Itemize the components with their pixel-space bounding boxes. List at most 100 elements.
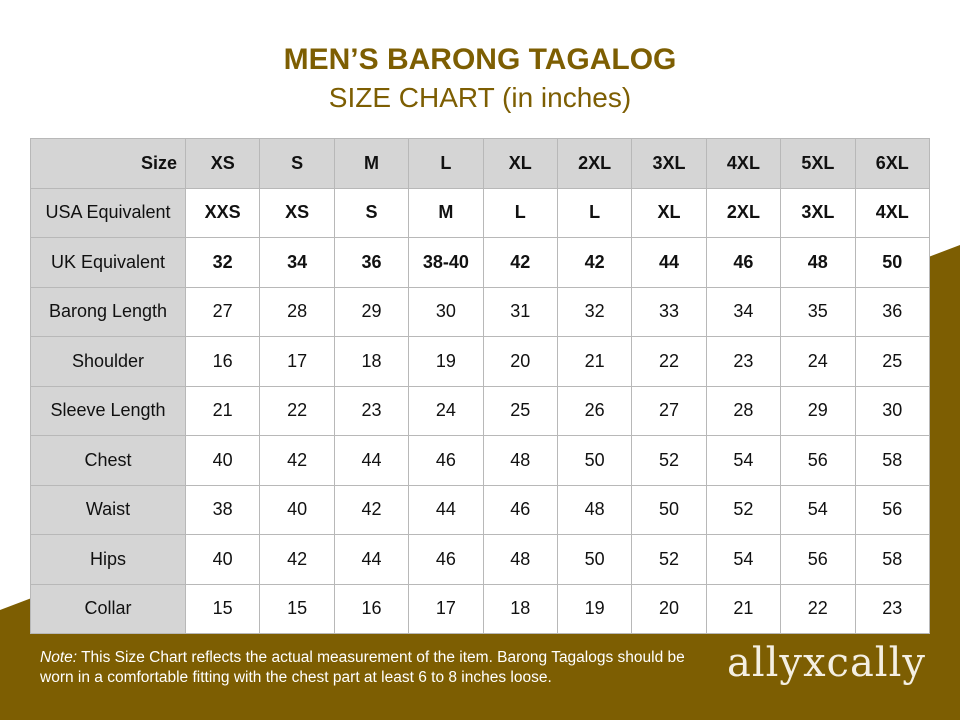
table-cell: 56 (780, 534, 856, 585)
table-cell: 46 (408, 534, 484, 585)
table-cell: 25 (854, 336, 931, 387)
row-label: Shoulder (30, 336, 186, 387)
table-cell: 3XL (780, 187, 856, 238)
table-cell: 56 (780, 435, 856, 486)
table-cell: 56 (854, 484, 931, 535)
table-cell: 44 (631, 237, 707, 288)
table-row: Hips 40 42 44 46 48 50 52 54 56 58 (30, 534, 931, 585)
table-cell: 38-40 (408, 237, 484, 288)
table-cell: M (408, 187, 484, 238)
table-cell: 42 (259, 534, 335, 585)
table-cell: 34 (259, 237, 335, 288)
table-cell: 54 (705, 435, 782, 486)
table-cell: 52 (631, 435, 707, 486)
table-cell: 52 (631, 534, 707, 585)
table-cell: 16 (333, 583, 410, 634)
table-cell: 54 (780, 484, 856, 535)
row-label: Collar (30, 583, 186, 634)
table-cell: 36 (333, 237, 410, 288)
table-cell: 36 (854, 286, 931, 337)
table-cell: 28 (259, 286, 335, 337)
table-cell: 21 (556, 336, 633, 387)
table-cell: 42 (333, 484, 410, 535)
table-cell: 31 (482, 286, 558, 337)
table-cell: 46 (482, 484, 558, 535)
table-cell: 44 (333, 435, 410, 486)
table-cell: 48 (556, 484, 633, 535)
size-note: Note: This Size Chart reflects the actua… (40, 648, 720, 688)
table-cell: 58 (854, 534, 931, 585)
note-prefix: Note: (40, 649, 78, 666)
table-cell: XS (259, 187, 335, 238)
table-cell: 4XL (854, 187, 931, 238)
row-label: Sleeve Length (30, 385, 186, 436)
size-header-cell: M (333, 138, 410, 189)
row-label: Hips (30, 534, 186, 585)
table-cell: 38 (184, 484, 261, 535)
table-cell: 29 (780, 385, 856, 436)
table-cell: XXS (184, 187, 261, 238)
brand-logo: allyxcally (726, 640, 926, 686)
table-cell: 50 (631, 484, 707, 535)
table-cell: 42 (259, 435, 335, 486)
table-cell: 46 (408, 435, 484, 486)
table-cell: 50 (556, 534, 633, 585)
table-cell: 20 (631, 583, 707, 634)
table-cell: 48 (482, 534, 558, 585)
table-cell: 32 (184, 237, 261, 288)
row-label: UK Equivalent (30, 237, 186, 288)
table-cell: L (556, 187, 633, 238)
size-header-cell: S (259, 138, 335, 189)
table-cell: 18 (333, 336, 410, 387)
table-row: Collar 15 15 16 17 18 19 20 21 22 23 (30, 583, 931, 634)
table-cell: 21 (184, 385, 261, 436)
table-cell: 44 (333, 534, 410, 585)
size-header-cell: L (408, 138, 484, 189)
table-cell: 35 (780, 286, 856, 337)
table-cell: 34 (705, 286, 782, 337)
page-subtitle: SIZE CHART (in inches) (328, 82, 632, 113)
table-cell: 23 (705, 336, 782, 387)
table-cell: 29 (333, 286, 410, 337)
table-cell: S (333, 187, 410, 238)
table-cell: 50 (854, 237, 931, 288)
table-cell: 18 (482, 583, 558, 634)
table-cell: 33 (631, 286, 707, 337)
note-text: This Size Chart reflects the actual meas… (40, 649, 685, 686)
table-cell: 21 (705, 583, 782, 634)
table-cell: XL (631, 187, 707, 238)
table-cell: 28 (705, 385, 782, 436)
page-header: MEN’S BARONG TAGALOG SIZE CHART (in inch… (0, 42, 960, 116)
row-label: Barong Length (30, 286, 186, 337)
table-cell: 25 (482, 385, 558, 436)
size-header-cell: XL (482, 138, 558, 189)
page-title: MEN’S BARONG TAGALOG (283, 43, 677, 76)
table-cell: 23 (333, 385, 410, 436)
table-cell: 58 (854, 435, 931, 486)
table-cell: 24 (780, 336, 856, 387)
table-row: Sleeve Length 21 22 23 24 25 26 27 28 29 30 (30, 385, 931, 436)
table-cell: 27 (631, 385, 707, 436)
table-row: Barong Length 27 28 29 30 31 32 33 34 35 36 (30, 286, 931, 337)
size-header-cell: XS (184, 138, 261, 189)
table-cell: 19 (408, 336, 484, 387)
size-header-cell: 6XL (854, 138, 931, 189)
size-header-cell: 2XL (556, 138, 633, 189)
table-cell: 15 (259, 583, 335, 634)
table-row: Shoulder 16 17 18 19 20 21 22 23 24 25 (30, 336, 931, 387)
table-cell: 44 (408, 484, 484, 535)
table-cell: 50 (556, 435, 633, 486)
table-row: Chest 40 42 44 46 48 50 52 54 56 58 (30, 435, 931, 486)
table-cell: 27 (184, 286, 261, 337)
table-row: Waist 38 40 42 44 46 48 50 52 54 56 (30, 484, 931, 535)
table-cell: 17 (259, 336, 335, 387)
table-cell: 26 (556, 385, 633, 436)
table-cell: 48 (780, 237, 856, 288)
size-chart-table: Size XS S M L XL 2XL 3XL 4XL 5XL 6XL USA Equivale… (30, 138, 931, 634)
table-cell: 40 (184, 435, 261, 486)
row-label: Waist (30, 484, 186, 535)
size-header-cell: 3XL (631, 138, 707, 189)
table-cell: 40 (259, 484, 335, 535)
table-cell: 22 (780, 583, 856, 634)
table-row: USA Equivalent XXS XS S M L L XL 2XL 3XL 4XL (30, 187, 931, 238)
